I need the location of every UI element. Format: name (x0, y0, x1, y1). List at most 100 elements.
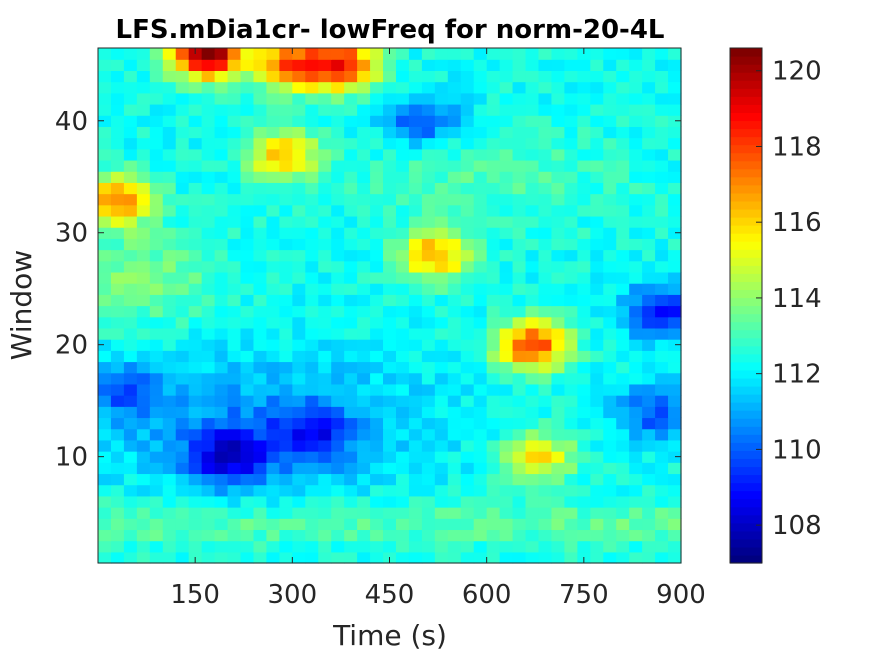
heatmap-cell (551, 439, 565, 452)
heatmap-cell (603, 383, 617, 396)
heatmap-cell (421, 70, 436, 83)
heatmap-cell (512, 451, 527, 463)
heatmap-cell (279, 383, 293, 396)
heatmap-cell (344, 451, 358, 463)
heatmap-cell (642, 316, 656, 329)
heatmap-cell (525, 81, 540, 94)
heatmap-cell (110, 137, 125, 150)
heatmap-cell (149, 327, 164, 340)
heatmap-cell (123, 193, 138, 206)
heatmap-cell (525, 372, 540, 385)
heatmap-cell (564, 204, 578, 217)
heatmap-cell (447, 439, 462, 452)
heatmap-cell (318, 115, 332, 127)
heatmap-cell (499, 507, 514, 519)
heatmap-cell (408, 204, 423, 217)
colorbar-segment (730, 313, 762, 323)
heatmap-cell (499, 540, 514, 553)
heatmap-cell (460, 171, 475, 183)
heatmap-cell (162, 484, 177, 497)
heatmap-cell (214, 182, 229, 195)
heatmap-cell (447, 260, 462, 273)
heatmap-cell (201, 48, 216, 60)
heatmap-cell (551, 372, 565, 385)
heatmap-cell (357, 159, 371, 172)
heatmap-cell (421, 316, 436, 329)
heatmap-cell (577, 339, 591, 351)
heatmap-cell (149, 551, 164, 564)
heatmap-cell (447, 70, 462, 83)
heatmap-cell (318, 451, 332, 463)
heatmap-cell (486, 529, 501, 542)
heatmap-cell (564, 70, 578, 83)
heatmap-cell (253, 350, 268, 363)
heatmap-cell (421, 227, 436, 239)
heatmap-cell (98, 148, 112, 161)
heatmap-cell (447, 540, 462, 553)
heatmap-cell (344, 372, 358, 385)
heatmap-cell (123, 495, 138, 508)
heatmap-cell (434, 148, 449, 161)
heatmap-cell (473, 484, 488, 497)
heatmap-cell (499, 59, 514, 71)
heatmap-cell (175, 227, 190, 239)
heatmap-cell (214, 271, 229, 284)
heatmap-cell (434, 283, 449, 295)
heatmap-cell (603, 507, 617, 519)
heatmap-cell (98, 249, 112, 262)
heatmap-cell (499, 148, 514, 161)
heatmap-cell (629, 350, 643, 363)
heatmap-cell (266, 148, 280, 161)
heatmap-cell (525, 495, 540, 508)
heatmap-cell (460, 428, 475, 441)
heatmap-cell (642, 249, 656, 262)
heatmap-cell (253, 70, 268, 83)
heatmap-cell (370, 518, 384, 531)
heatmap-cell (473, 103, 488, 116)
heatmap-cell (408, 372, 423, 385)
heatmap-cell (292, 305, 306, 318)
heatmap-cell (318, 383, 332, 396)
heatmap-cell (434, 182, 449, 195)
heatmap-cell (98, 115, 112, 127)
heatmap-cell (188, 81, 203, 94)
heatmap-cell (344, 260, 358, 273)
heatmap-cell (395, 451, 410, 463)
heatmap-cell (162, 193, 177, 206)
heatmap-cell (525, 518, 540, 531)
heatmap-cell (318, 148, 332, 161)
heatmap-cell (188, 428, 203, 441)
heatmap-cell (305, 81, 319, 94)
heatmap-cell (447, 215, 462, 228)
heatmap-cell (473, 316, 488, 329)
heatmap-cell (136, 529, 151, 542)
heatmap-cell (357, 507, 371, 519)
heatmap-cell (629, 103, 643, 116)
heatmap-cell (629, 361, 643, 374)
heatmap-cell (110, 148, 125, 161)
heatmap-cell (499, 551, 514, 564)
heatmap-cell (331, 126, 345, 139)
heatmap-cell (668, 294, 682, 307)
heatmap-cell (486, 372, 501, 385)
heatmap-cell (629, 193, 643, 206)
heatmap-cell (253, 551, 268, 564)
heatmap-cell (655, 283, 669, 295)
heatmap-cell (188, 92, 203, 105)
heatmap-cell (408, 294, 423, 307)
heatmap-cell (370, 551, 384, 564)
heatmap-cell (266, 462, 280, 475)
heatmap-cell (434, 428, 449, 441)
heatmap-cell (344, 249, 358, 262)
heatmap-cell (292, 473, 306, 486)
heatmap-cell (266, 159, 280, 172)
heatmap-cell (149, 451, 164, 463)
heatmap-cell (460, 305, 475, 318)
heatmap-cell (590, 439, 604, 452)
heatmap-cell (266, 171, 280, 183)
heatmap-cell (629, 339, 643, 351)
heatmap-cell (590, 495, 604, 508)
colorbar-segment (730, 482, 762, 492)
heatmap-cell (408, 462, 423, 475)
heatmap-cell (616, 227, 630, 239)
